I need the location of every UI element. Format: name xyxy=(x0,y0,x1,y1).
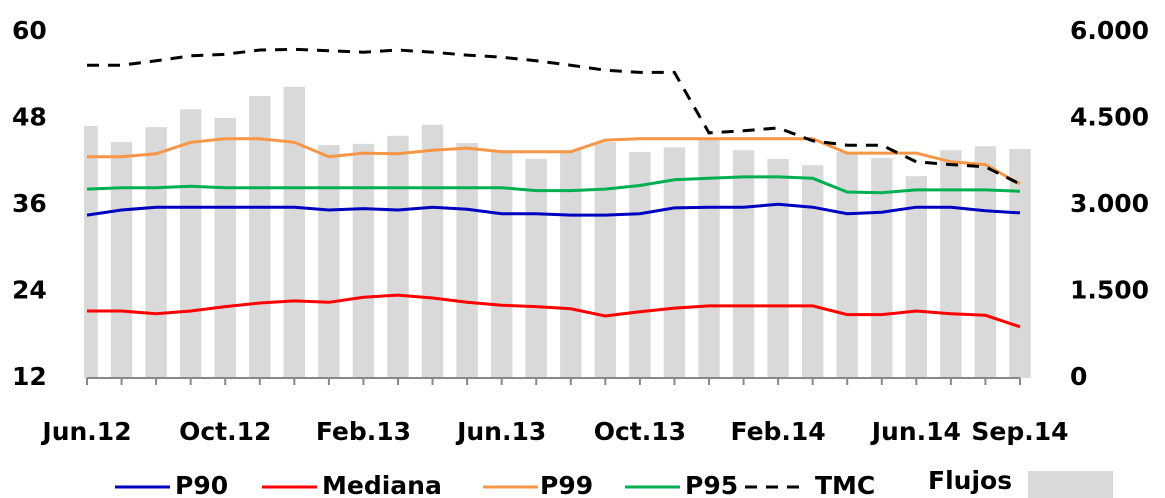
x-tick-label: Sep.14 xyxy=(971,417,1068,446)
bar xyxy=(318,145,340,378)
line xyxy=(86,202,1021,217)
x-tick-label: Feb.13 xyxy=(316,417,411,446)
bar xyxy=(84,125,98,378)
bar xyxy=(179,109,202,379)
legend-label: P99 xyxy=(540,471,593,498)
legend-label: TMC xyxy=(815,471,875,498)
legend-label: P95 xyxy=(685,471,738,498)
bar xyxy=(801,165,824,378)
bar xyxy=(490,151,513,378)
bar xyxy=(594,142,617,378)
legend-label: P90 xyxy=(175,471,228,498)
bar xyxy=(214,117,236,378)
bar xyxy=(145,127,167,379)
x-tick-label: Jun.12 xyxy=(40,417,131,446)
bar xyxy=(1009,149,1031,378)
bar xyxy=(249,96,271,378)
bar xyxy=(421,124,444,379)
line xyxy=(87,47,1021,186)
bar xyxy=(698,139,720,378)
bar xyxy=(352,143,375,378)
bar xyxy=(560,150,582,378)
x-tick-label: Jun.13 xyxy=(455,417,546,446)
y2-tick-label: 0 xyxy=(1070,362,1087,391)
line xyxy=(86,175,1021,195)
x-tick-label: Feb.14 xyxy=(731,417,826,446)
bar xyxy=(905,176,928,378)
bar xyxy=(836,151,858,378)
legend-label: Mediana xyxy=(322,471,442,498)
x-tick-label: Oct.13 xyxy=(594,417,686,446)
bar xyxy=(629,151,651,378)
line xyxy=(87,137,1021,186)
y-tick-label: 36 xyxy=(12,189,47,218)
bar xyxy=(110,142,133,378)
bar xyxy=(940,150,962,378)
bar xyxy=(732,150,755,378)
y-tick-label: 24 xyxy=(12,276,47,305)
y-tick-label: 12 xyxy=(12,362,47,391)
bar xyxy=(456,143,478,378)
legend-swatch xyxy=(1028,471,1113,498)
bar xyxy=(283,86,306,379)
bar xyxy=(974,146,997,378)
bar xyxy=(387,135,409,378)
line xyxy=(87,293,1021,329)
y-tick-label: 60 xyxy=(12,16,47,45)
x-tick-label: Oct.12 xyxy=(179,417,271,446)
bar xyxy=(767,158,789,378)
y-tick-label: 48 xyxy=(12,103,47,132)
y2-tick-label: 1.500 xyxy=(1070,276,1149,305)
y2-tick-label: 3.000 xyxy=(1070,189,1149,218)
bar xyxy=(663,147,686,378)
legend-label: Flujos xyxy=(928,466,1012,495)
y2-tick-label: 4.500 xyxy=(1070,103,1149,132)
y2-tick-label: 6.000 xyxy=(1070,16,1149,45)
x-tick-label: Jun.14 xyxy=(870,417,961,446)
